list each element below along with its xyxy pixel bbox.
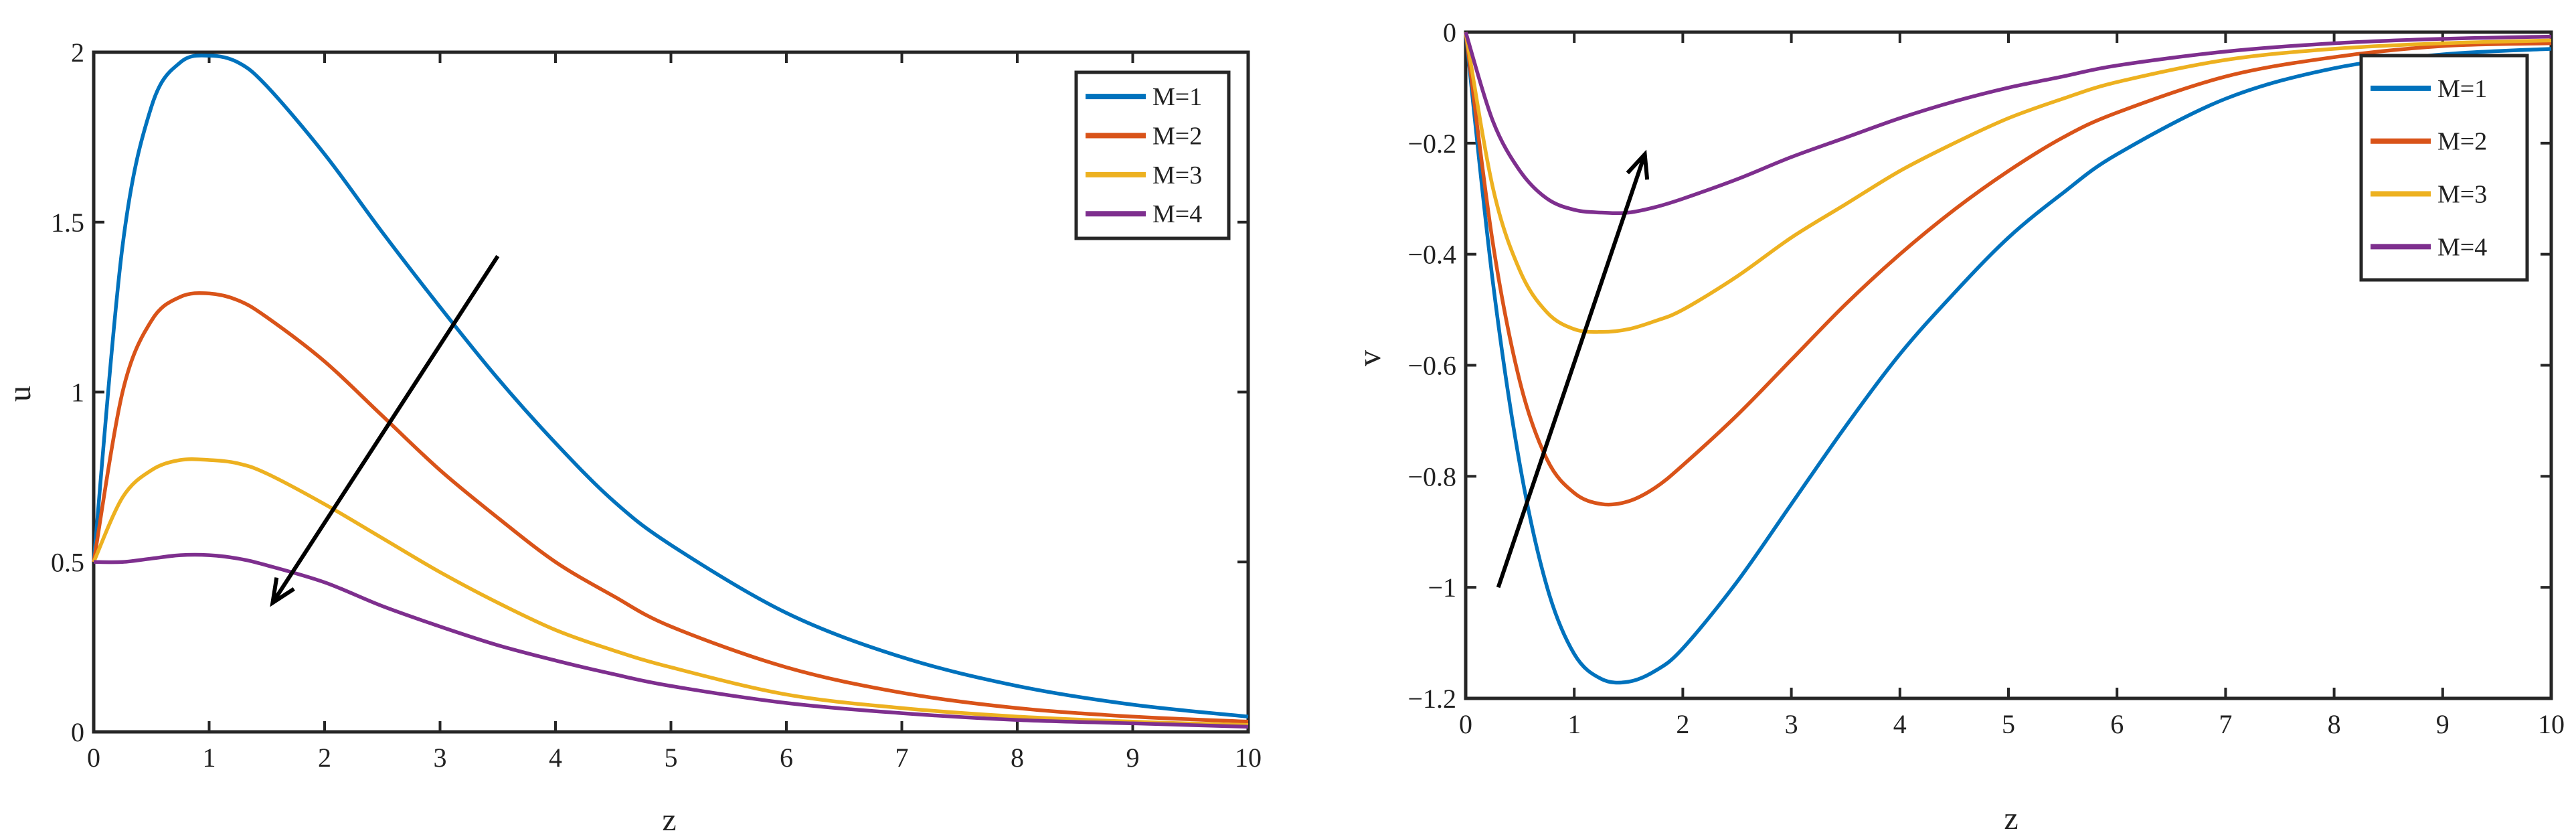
series-line-m1	[92, 54, 1249, 718]
series-line-m3	[92, 457, 1249, 727]
y-tick-label: 0	[71, 717, 84, 747]
y-tick-label: −0.6	[1407, 351, 1456, 381]
x-tick-label: 10	[2538, 709, 2565, 739]
x-tick-label: 3	[1785, 709, 1798, 739]
legend-label: M=1	[2437, 75, 2487, 103]
x-tick-label: 8	[1011, 743, 1024, 773]
x-tick-label: 5	[2002, 709, 2015, 739]
y-tick-label: −1	[1428, 573, 1456, 603]
legend-box	[2359, 54, 2529, 282]
legend-label: M=4	[1152, 200, 1202, 228]
legend-label: M=3	[2437, 181, 2487, 209]
y-tick-label: 1	[71, 378, 84, 408]
x-tick-label: 4	[1893, 709, 1907, 739]
legend-label: M=3	[1152, 161, 1202, 189]
x-tick-label: 6	[780, 743, 793, 773]
y-axis-label: v	[1352, 350, 1387, 366]
y-tick-label: 2	[71, 37, 84, 68]
series-line-m4	[93, 552, 1249, 729]
x-tick-label: 7	[2219, 709, 2232, 739]
y-tick-label: 0	[1443, 17, 1456, 48]
trend-arrow-shaft	[270, 254, 500, 604]
x-axis-label: z	[2004, 801, 2018, 836]
y-tick-label: −0.4	[1407, 240, 1456, 270]
legend-label: M=4	[2437, 233, 2487, 261]
trend-arrow-shaft	[1496, 153, 1647, 589]
x-tick-label: 2	[1676, 709, 1689, 739]
trend-arrow-head	[1626, 149, 1650, 180]
legend-box	[1074, 70, 1231, 240]
x-tick-label: 3	[434, 743, 447, 773]
y-axis-label: u	[2, 386, 37, 402]
y-tick-label: −0.8	[1407, 461, 1456, 491]
legend-label: M=2	[2437, 128, 2487, 156]
x-tick-label: 9	[1126, 743, 1140, 773]
y-tick-label: −1.2	[1407, 684, 1456, 714]
x-tick-label: 1	[203, 743, 216, 773]
legend-label: M=2	[1152, 123, 1202, 151]
x-tick-label: 0	[87, 743, 100, 773]
x-tick-label: 9	[2436, 709, 2450, 739]
x-tick-label: 8	[2328, 709, 2341, 739]
series-line-m2	[92, 291, 1249, 724]
y-tick-label: 0.5	[51, 547, 84, 577]
legend-label: M=1	[1152, 83, 1202, 111]
chart-u-vs-z: z u 0 1 2 3 4 5 6 7 8 9 10 0 0.5 1 1.5 2 M=1 M=2 M=3 M=4	[2, 37, 1262, 838]
x-tick-label: 5	[665, 743, 678, 773]
x-tick-label: 10	[1235, 743, 1262, 773]
y-tick-label: 1.5	[51, 208, 84, 238]
x-axis-label: z	[662, 802, 676, 838]
y-tick-label: −0.2	[1407, 129, 1456, 159]
series-line-m2	[1464, 31, 2552, 507]
x-tick-label: 6	[2110, 709, 2124, 739]
series-line-m4	[1464, 31, 2552, 216]
chart-v-vs-z: z v 0 1 2 3 4 5 6 7 8 9 10 0 −0.2 −0.4 −0.6 −0.8 −1 −1.2 M…	[1352, 17, 2565, 836]
x-tick-label: 0	[1459, 709, 1472, 739]
series-line-m1	[1464, 31, 2552, 685]
trend-arrow-head	[270, 577, 295, 607]
series-line-m3	[1464, 31, 2552, 334]
x-tick-label: 1	[1567, 709, 1581, 739]
x-tick-label: 2	[318, 743, 331, 773]
x-tick-label: 7	[895, 743, 909, 773]
x-tick-label: 4	[549, 743, 562, 773]
